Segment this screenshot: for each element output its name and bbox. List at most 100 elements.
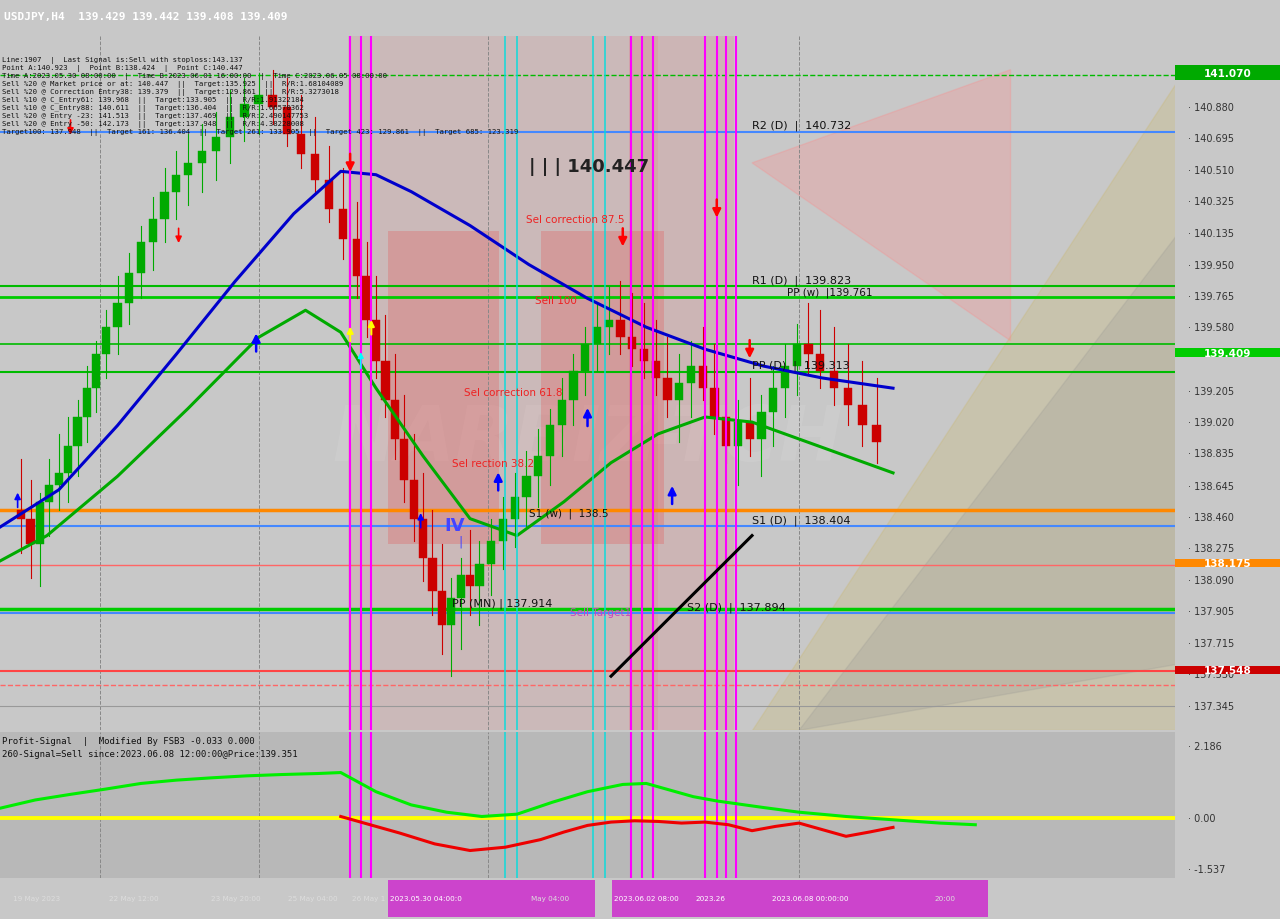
Text: Profit-Signal  |  Modified By FSB3 -0.033 0.000: Profit-Signal | Modified By FSB3 -0.033 … (3, 736, 255, 744)
Bar (804, 345, 813, 355)
Bar (845, 389, 852, 405)
Bar (283, 108, 291, 135)
Text: · 138.275: · 138.275 (1188, 544, 1234, 553)
Bar (663, 379, 672, 401)
Bar (101, 328, 110, 355)
Bar (675, 384, 684, 401)
Text: May 04:00: May 04:00 (531, 895, 570, 902)
Bar (184, 164, 192, 176)
Bar (410, 480, 417, 519)
Bar (558, 401, 566, 426)
Text: · 139.205: · 139.205 (1188, 386, 1234, 396)
Bar (160, 192, 169, 220)
Text: 2023.26: 2023.26 (695, 895, 724, 902)
Bar (534, 457, 543, 477)
Bar (372, 321, 380, 362)
Text: Sell Target1: Sell Target1 (570, 607, 631, 618)
Text: 2023.06.08 00:00:00: 2023.06.08 00:00:00 (772, 895, 849, 902)
Bar (447, 598, 456, 626)
Bar (758, 413, 765, 439)
Bar (722, 417, 731, 447)
Bar (148, 220, 157, 244)
Polygon shape (753, 71, 1010, 341)
Bar (255, 96, 262, 105)
Bar (390, 401, 399, 439)
Bar (83, 389, 91, 417)
Text: · 139.580: · 139.580 (1188, 323, 1234, 333)
Bar (212, 138, 220, 152)
Bar (616, 321, 625, 338)
Bar (353, 240, 361, 277)
Text: 260-Signal=Sell since:2023.06.08 12:00:00@Price:139.351: 260-Signal=Sell since:2023.06.08 12:00:0… (3, 749, 298, 758)
Bar (311, 155, 319, 181)
Text: Sel correction 61.8: Sel correction 61.8 (465, 388, 563, 398)
Bar (114, 304, 122, 328)
Bar (381, 362, 389, 401)
Text: · 138.645: · 138.645 (1188, 481, 1234, 491)
Bar (297, 135, 305, 155)
Bar (466, 575, 474, 586)
Bar (1175, 560, 1280, 567)
Text: · 140.135: · 140.135 (1188, 229, 1234, 239)
Bar (699, 367, 707, 389)
Bar (640, 350, 648, 362)
Text: 137.548: 137.548 (1203, 665, 1252, 675)
Bar (652, 362, 659, 379)
Bar (511, 497, 518, 519)
Bar (348, 37, 658, 731)
Bar (36, 502, 44, 544)
Text: · 141.070: · 141.070 (1188, 71, 1234, 81)
Text: 2023.06.02 08:00: 2023.06.02 08:00 (614, 895, 680, 902)
Text: · 2.186: · 2.186 (1188, 741, 1221, 751)
Text: USDJPY,H4  139.429 139.442 139.408 139.409: USDJPY,H4 139.429 139.442 139.408 139.40… (4, 12, 287, 21)
Text: PP (MN) | 137.914: PP (MN) | 137.914 (452, 598, 553, 608)
Bar (17, 511, 26, 519)
Bar (859, 405, 867, 426)
Bar (545, 426, 554, 457)
Bar (769, 879, 988, 917)
Bar (1175, 666, 1280, 674)
Text: NARBIZ-TCH: NARBIZ-TCH (332, 403, 844, 476)
Bar (362, 277, 371, 321)
Text: · 137.345: · 137.345 (1188, 701, 1234, 711)
Bar (522, 477, 530, 497)
Text: | | | 140.447: | | | 140.447 (529, 158, 649, 176)
Bar (570, 372, 577, 401)
Bar (137, 244, 145, 274)
Bar (73, 417, 82, 447)
Bar (499, 519, 507, 541)
Bar (64, 447, 72, 473)
Text: S1 (w)  |  138.5: S1 (w) | 138.5 (529, 507, 608, 518)
Bar (241, 105, 248, 118)
Bar (604, 321, 613, 328)
Bar (873, 426, 881, 443)
Bar (438, 592, 445, 626)
Text: · 138.835: · 138.835 (1188, 448, 1234, 459)
Bar (733, 423, 742, 447)
Text: 141.070: 141.070 (1203, 69, 1252, 78)
Text: Sel correction 87.5: Sel correction 87.5 (526, 215, 625, 225)
Text: · 138.460: · 138.460 (1188, 513, 1234, 522)
Bar (792, 345, 801, 367)
Bar (710, 389, 718, 417)
Text: Sell 100: Sell 100 (535, 296, 576, 306)
Text: PP (w)  |139.761: PP (w) |139.761 (787, 287, 873, 298)
Text: · 140.695: · 140.695 (1188, 134, 1234, 144)
Text: · 139.950: · 139.950 (1188, 260, 1234, 270)
Text: 26 May 1: 26 May 1 (352, 895, 385, 902)
Bar (745, 423, 754, 439)
Bar (581, 345, 589, 372)
Bar (269, 96, 276, 108)
Text: · 140.510: · 140.510 (1188, 165, 1234, 176)
Text: · 138.090: · 138.090 (1188, 575, 1234, 585)
Text: R1 (D)  |  139.823: R1 (D) | 139.823 (753, 275, 851, 286)
Bar (781, 367, 788, 389)
Text: Sel rection 38.2: Sel rection 38.2 (452, 459, 535, 469)
Text: 22 May 12:00: 22 May 12:00 (109, 895, 159, 902)
Text: 138.175: 138.175 (1203, 559, 1252, 569)
Bar (92, 355, 100, 389)
Text: 19 May 2023: 19 May 2023 (13, 895, 60, 902)
Text: S2 (D)  |  137.894: S2 (D) | 137.894 (687, 602, 786, 612)
Text: 23 May 20:00: 23 May 20:00 (211, 895, 261, 902)
Bar (817, 355, 824, 372)
